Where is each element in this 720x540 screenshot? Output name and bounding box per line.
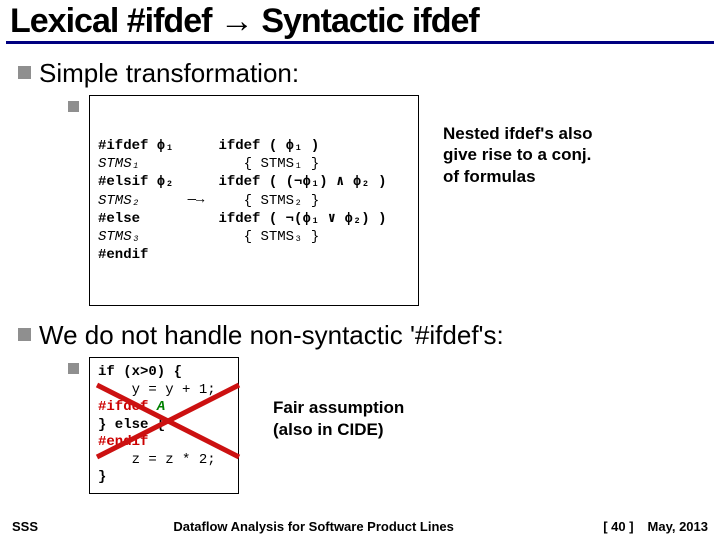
code-right: ifdef ( ϕ₁ ) { STMS₁ } ifdef ( (¬ϕ₁) ∧ ϕ… xyxy=(218,137,386,246)
bullet-square-icon xyxy=(18,328,31,341)
codebox-transformation: #ifdef ϕ₁ STMS₁ #elsif ϕ₂ STMS₂ #else ST… xyxy=(89,95,419,306)
slide-title: Lexical #ifdef → Syntactic ifdef xyxy=(10,2,710,41)
bullet-simple-transformation: Simple transformation: xyxy=(18,58,702,89)
footer-center: Dataflow Analysis for Software Product L… xyxy=(38,519,589,534)
bullet-square-icon xyxy=(68,101,79,112)
arrow-icon: —→ xyxy=(174,192,219,210)
title-underline xyxy=(6,41,714,44)
footer-left: SSS xyxy=(12,519,38,534)
nonsyntactic-row: if (x>0) { y = y + 1; #ifdef A } else { … xyxy=(68,357,702,494)
footer: SSS Dataflow Analysis for Software Produ… xyxy=(0,519,720,534)
note-nested-ifdef: Nested ifdef's also give rise to a conj.… xyxy=(443,123,593,187)
bullet-square-icon xyxy=(68,363,79,374)
footer-right: May, 2013 xyxy=(648,519,708,534)
bullet-non-syntactic: We do not handle non-syntactic '#ifdef's… xyxy=(18,320,702,351)
codebox-nonsyntactic: if (x>0) { y = y + 1; #ifdef A } else { … xyxy=(89,357,239,494)
code-left: #ifdef ϕ₁ STMS₁ #elsif ϕ₂ STMS₂ #else ST… xyxy=(98,137,174,264)
transformation-row: #ifdef ϕ₁ STMS₁ #elsif ϕ₂ STMS₂ #else ST… xyxy=(68,95,702,306)
note-fair-assumption: Fair assumption (also in CIDE) xyxy=(273,397,404,440)
bullet-square-icon xyxy=(18,66,31,79)
bullet-text: Simple transformation: xyxy=(39,58,299,89)
footer-page: [ 40 ] xyxy=(603,519,633,534)
bullet-text: We do not handle non-syntactic '#ifdef's… xyxy=(39,320,504,351)
